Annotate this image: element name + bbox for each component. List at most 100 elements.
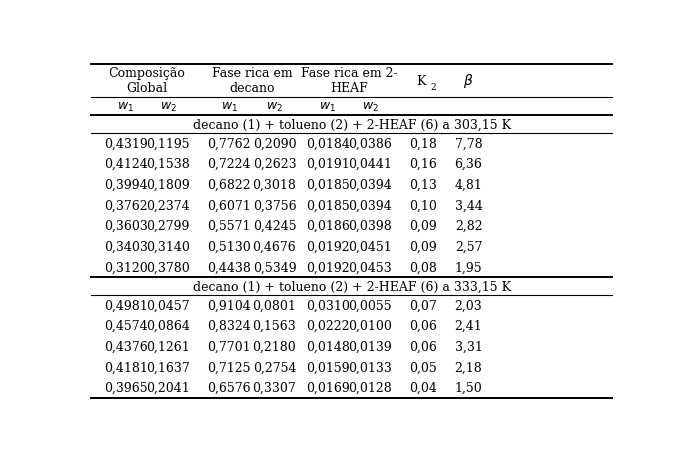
Text: 0,13: 0,13	[410, 179, 437, 191]
Text: 0,1195: 0,1195	[146, 137, 190, 150]
Text: 0,06: 0,06	[410, 340, 437, 353]
Text: 0,0186: 0,0186	[306, 220, 350, 233]
Text: 0,0386: 0,0386	[348, 137, 392, 150]
Text: 0,2180: 0,2180	[252, 340, 296, 353]
Text: $w_1$: $w_1$	[221, 100, 238, 113]
Text: 0,2090: 0,2090	[252, 137, 296, 150]
Text: 0,0192: 0,0192	[306, 261, 349, 274]
Text: 0,09: 0,09	[410, 220, 437, 233]
Text: 0,0310: 0,0310	[306, 299, 350, 312]
Text: 0,16: 0,16	[410, 158, 437, 171]
Text: 0,7224: 0,7224	[208, 158, 251, 171]
Text: 0,1538: 0,1538	[146, 158, 190, 171]
Text: 0,3403: 0,3403	[104, 240, 147, 253]
Text: 2,03: 2,03	[455, 299, 482, 312]
Text: 0,5571: 0,5571	[208, 220, 251, 233]
Text: 0,3140: 0,3140	[146, 240, 190, 253]
Text: 0,7125: 0,7125	[208, 360, 251, 373]
Text: 2,57: 2,57	[455, 240, 482, 253]
Text: 0,0055: 0,0055	[348, 299, 392, 312]
Text: 3,44: 3,44	[455, 199, 482, 212]
Text: $w_2$: $w_2$	[160, 100, 176, 113]
Text: 0,2754: 0,2754	[252, 360, 296, 373]
Text: 0,2374: 0,2374	[146, 199, 190, 212]
Text: 1,95: 1,95	[455, 261, 482, 274]
Text: 0,1563: 0,1563	[252, 319, 296, 332]
Text: 0,0159: 0,0159	[306, 360, 349, 373]
Text: $\beta$: $\beta$	[463, 72, 474, 90]
Text: 0,4181: 0,4181	[104, 360, 147, 373]
Text: 0,4676: 0,4676	[252, 240, 296, 253]
Text: 0,0191: 0,0191	[306, 158, 350, 171]
Text: K: K	[416, 74, 425, 87]
Text: 2: 2	[430, 83, 436, 92]
Text: 0,4319: 0,4319	[104, 137, 147, 150]
Text: 0,3780: 0,3780	[146, 261, 190, 274]
Text: 0,1261: 0,1261	[146, 340, 190, 353]
Text: $w_1$: $w_1$	[117, 100, 134, 113]
Text: 0,0169: 0,0169	[306, 381, 350, 394]
Text: 0,18: 0,18	[410, 137, 437, 150]
Text: 0,0441: 0,0441	[348, 158, 392, 171]
Text: 0,7762: 0,7762	[208, 137, 251, 150]
Text: 0,3018: 0,3018	[252, 179, 296, 191]
Text: 0,10: 0,10	[410, 199, 437, 212]
Text: 7,78: 7,78	[455, 137, 482, 150]
Text: 0,2799: 0,2799	[147, 220, 190, 233]
Text: 6,36: 6,36	[455, 158, 482, 171]
Text: 0,4981: 0,4981	[104, 299, 147, 312]
Text: 0,8324: 0,8324	[207, 319, 251, 332]
Text: 0,6071: 0,6071	[207, 199, 251, 212]
Text: 0,07: 0,07	[410, 299, 437, 312]
Text: 0,7701: 0,7701	[207, 340, 251, 353]
Text: Composição
Global: Composição Global	[108, 67, 185, 95]
Text: 2,18: 2,18	[455, 360, 482, 373]
Text: 0,4245: 0,4245	[252, 220, 296, 233]
Text: 0,06: 0,06	[410, 319, 437, 332]
Text: 0,0398: 0,0398	[348, 220, 392, 233]
Text: 0,1637: 0,1637	[146, 360, 190, 373]
Text: 0,5130: 0,5130	[207, 240, 251, 253]
Text: 0,0394: 0,0394	[348, 179, 392, 191]
Text: 0,6576: 0,6576	[207, 381, 251, 394]
Text: 0,3965: 0,3965	[104, 381, 147, 394]
Text: 0,0394: 0,0394	[348, 199, 392, 212]
Text: 2,41: 2,41	[455, 319, 482, 332]
Text: 0,2041: 0,2041	[146, 381, 190, 394]
Text: 0,0451: 0,0451	[348, 240, 392, 253]
Text: 0,0864: 0,0864	[146, 319, 190, 332]
Text: 0,5349: 0,5349	[252, 261, 296, 274]
Text: 0,3120: 0,3120	[104, 261, 147, 274]
Text: $w_2$: $w_2$	[362, 100, 379, 113]
Text: 0,09: 0,09	[410, 240, 437, 253]
Text: 0,0222: 0,0222	[306, 319, 349, 332]
Text: 0,0139: 0,0139	[348, 340, 392, 353]
Text: 0,0184: 0,0184	[306, 137, 350, 150]
Text: 0,0133: 0,0133	[348, 360, 392, 373]
Text: 4,81: 4,81	[455, 179, 482, 191]
Text: 2,82: 2,82	[455, 220, 482, 233]
Text: 0,3756: 0,3756	[252, 199, 296, 212]
Text: 0,4124: 0,4124	[104, 158, 147, 171]
Text: 0,2623: 0,2623	[252, 158, 296, 171]
Text: 0,3603: 0,3603	[104, 220, 147, 233]
Text: 0,0185: 0,0185	[306, 199, 350, 212]
Text: 0,3994: 0,3994	[104, 179, 147, 191]
Text: 0,3307: 0,3307	[252, 381, 296, 394]
Text: $w_1$: $w_1$	[319, 100, 336, 113]
Text: 0,0185: 0,0185	[306, 179, 350, 191]
Text: 1,50: 1,50	[455, 381, 482, 394]
Text: Fase rica em
decano: Fase rica em decano	[211, 67, 292, 95]
Text: decano (1) + tolueno (2) + 2-HEAF (6) a 303,15 K: decano (1) + tolueno (2) + 2-HEAF (6) a …	[193, 118, 510, 131]
Text: 0,9104: 0,9104	[207, 299, 251, 312]
Text: 0,05: 0,05	[410, 360, 437, 373]
Text: 0,6822: 0,6822	[207, 179, 251, 191]
Text: 0,0192: 0,0192	[306, 240, 349, 253]
Text: 0,0128: 0,0128	[348, 381, 392, 394]
Text: 0,0453: 0,0453	[348, 261, 392, 274]
Text: 0,4574: 0,4574	[104, 319, 147, 332]
Text: 0,1809: 0,1809	[146, 179, 190, 191]
Text: 0,4376: 0,4376	[104, 340, 147, 353]
Text: 0,4438: 0,4438	[207, 261, 251, 274]
Text: decano (1) + tolueno (2) + 2-HEAF (6) a 333,15 K: decano (1) + tolueno (2) + 2-HEAF (6) a …	[193, 280, 510, 293]
